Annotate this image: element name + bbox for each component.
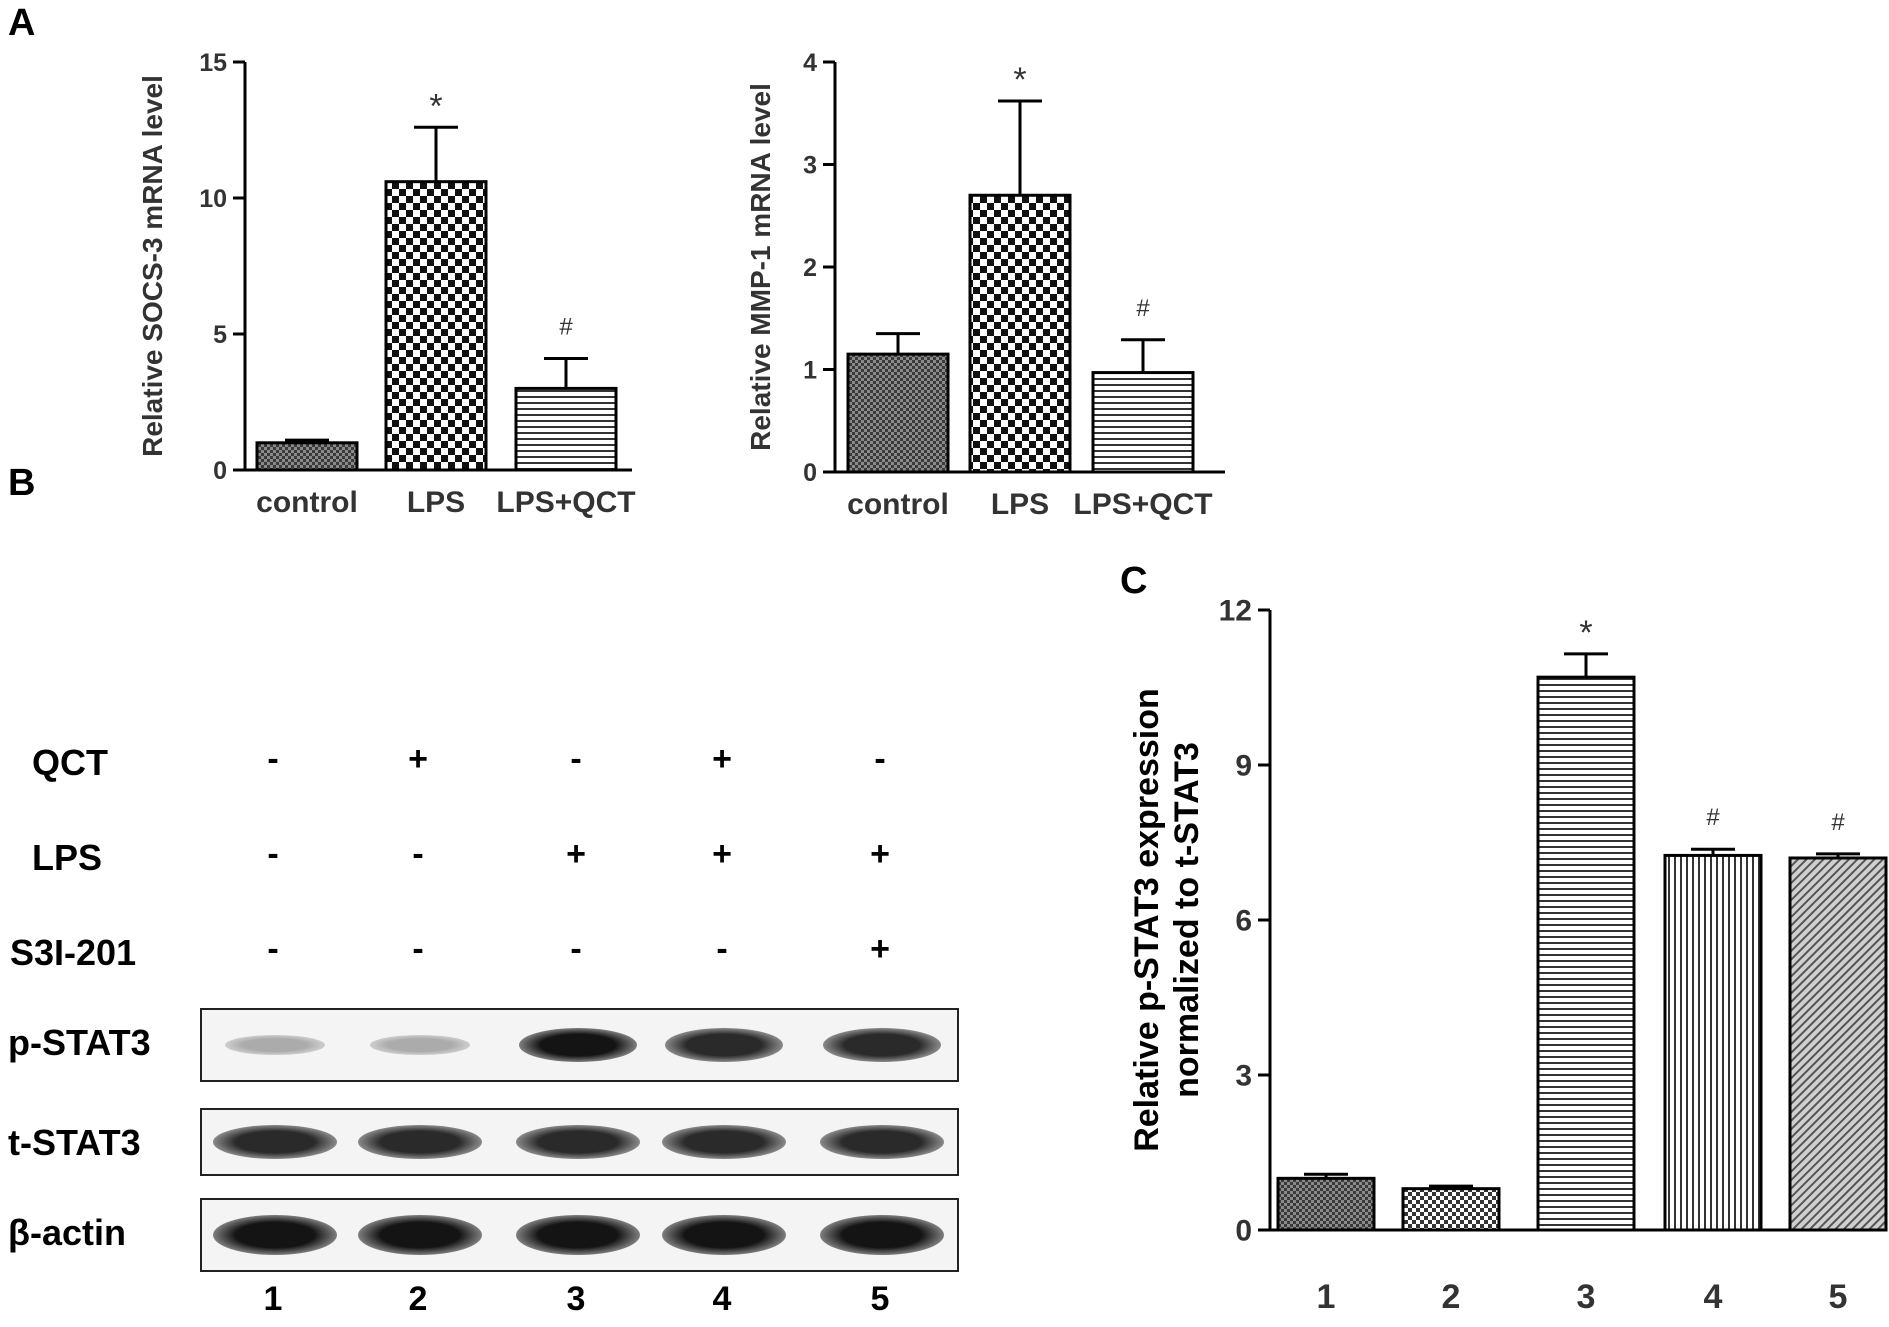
mmp1-chart: 0 1 2 3 4 control * LPS # LPS+QCT Relative MMP-1 m… [745,49,1225,521]
blot-band [662,1215,786,1255]
blot-band [662,1125,786,1159]
lane-number: 1 [263,1280,283,1318]
blot-band [516,1125,640,1159]
treatment-sign: + [712,835,732,873]
treatment-sign: + [870,930,890,968]
x-category-label: 5 [1829,1278,1848,1316]
lane-number: 3 [566,1280,586,1318]
bar-LPS [968,193,1072,474]
significance-mark: # [559,313,573,340]
blot-row-label: β-actin [8,1212,126,1253]
panel-label-a: A [8,2,36,44]
treatment-sign: + [566,835,586,873]
significance-mark: * [1013,61,1026,99]
blot-row-label: t-STAT3 [8,1122,141,1163]
x-category-label: 1 [1317,1278,1336,1316]
bar-3 [1536,675,1636,1232]
y-tick-label: 2 [803,254,817,282]
treatment-sign: - [412,930,424,968]
significance-mark: * [429,87,442,125]
y-tick-label: 10 [199,185,227,213]
y-tick-label: 0 [803,459,817,487]
y-axis-label: Relative MMP-1 mRNA level [745,83,776,451]
blot-band [823,1028,941,1062]
blot-band [665,1028,783,1062]
treatment-sign: - [716,930,728,968]
treatment-label: LPS [32,837,103,878]
y-tick-label: 9 [1235,750,1252,783]
y-tick-label: 6 [1235,905,1252,938]
bar-control [846,352,950,474]
x-category-label: 2 [1442,1278,1461,1316]
y-tick-label: 0 [213,457,227,485]
x-category-label: LPS [407,486,465,519]
significance-mark: # [1136,295,1150,322]
blot-row-label: p-STAT3 [8,1022,151,1063]
bar-LPS+QCT [514,386,618,472]
y-tick-label: 5 [213,321,227,349]
treatment-sign: - [412,835,424,873]
x-category-label: 3 [1577,1278,1596,1316]
treatment-sign: + [870,835,890,873]
y-axis-label: Relative SOCS-3 mRNA level [137,75,168,457]
bar-4 [1663,853,1763,1232]
blot-band [358,1125,482,1159]
lane-number: 5 [870,1280,890,1318]
blot-band [820,1215,944,1255]
socs3-chart: 0 5 10 15 control * LPS # LPS+QCT Relative SOCS-3… [137,49,636,519]
y-axis-label: normalized to t-STAT3 [1168,742,1206,1098]
treatment-sign: - [874,740,886,778]
x-category-label: LPS+QCT [496,486,635,519]
bar-2 [1401,1187,1501,1232]
treatment-sign: - [267,740,279,778]
lane-number: 4 [712,1280,732,1318]
blot-band [225,1035,325,1055]
treatment-sign: - [267,930,279,968]
y-tick-label: 4 [803,49,817,77]
x-category-label: 4 [1704,1278,1723,1316]
bar-1 [1276,1176,1376,1232]
x-category-label: control [847,488,949,521]
y-tick-label: 12 [1219,595,1252,628]
blot-band [370,1035,470,1055]
lane-number: 2 [408,1280,428,1318]
treatment-sign: + [408,740,428,778]
bar-LPS+QCT [1091,371,1195,474]
treatment-sign: + [712,740,732,778]
x-category-label: control [256,486,358,519]
blot-band [519,1028,637,1062]
panel-label-b: B [8,462,36,504]
blot-band [213,1125,337,1159]
x-category-label: LPS+QCT [1073,488,1212,521]
bar-control [255,441,359,472]
significance-mark: * [1579,614,1592,652]
treatment-sign: - [267,835,279,873]
blot-band [213,1215,337,1255]
treatment-sign: - [570,930,582,968]
bar-LPS [384,180,488,472]
treatment-sign: - [570,740,582,778]
blot-band [516,1215,640,1255]
treatment-label: QCT [32,742,108,783]
significance-mark: # [1706,804,1720,831]
significance-mark: # [1831,809,1845,836]
blot-strip [200,1008,959,1082]
y-tick-label: 0 [1235,1215,1252,1248]
treatment-label: S3I-201 [10,932,137,973]
y-tick-label: 3 [1235,1060,1252,1093]
bar-5 [1788,856,1888,1232]
y-tick-label: 3 [803,151,817,179]
blot-strip [200,1198,959,1272]
y-axis-label: Relative p-STAT3 expression [1128,688,1166,1152]
y-tick-label: 15 [199,49,227,77]
y-tick-label: 1 [803,356,817,384]
panel-label-c: C [1120,560,1148,602]
blot-band [820,1125,944,1159]
blot-strip [200,1108,959,1176]
x-category-label: LPS [991,488,1049,521]
blot-band [358,1215,482,1255]
